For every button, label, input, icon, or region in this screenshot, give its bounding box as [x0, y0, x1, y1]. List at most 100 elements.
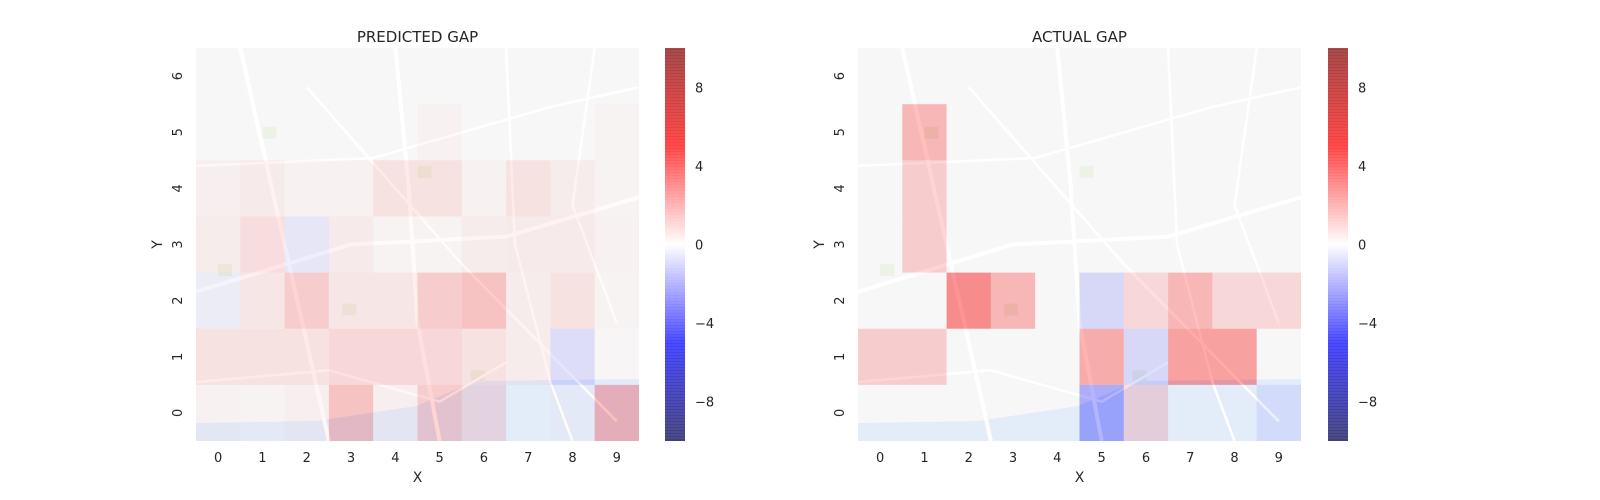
- colorbar: −8 −4 0 4 8: [1328, 47, 1377, 441]
- heatmap-cell-x6-y6: [461, 48, 507, 105]
- chart-panel-2: ACTUAL GAP 0 1 2 3 4 5 6 7 8 9 X 0 1 2 3 4 5 6 Y −8 −4 0 4 8: [812, 28, 1377, 486]
- heatmap-cell-x3-y5: [328, 104, 374, 161]
- y-tick-label: 5: [171, 128, 186, 136]
- heatmap-cell-x6-y6: [1123, 48, 1169, 105]
- heatmap-cell-x8-y5: [550, 104, 595, 161]
- heatmap-cell-x2-y2: [284, 272, 329, 329]
- heatmap-cell-x6-y2: [1123, 272, 1169, 329]
- heatmap-cell-x9-y2: [1256, 272, 1301, 329]
- heatmap-cell-x0-y0: [858, 384, 903, 441]
- y-tick-label: 3: [171, 240, 186, 248]
- heatmap-cell-x5-y2: [1079, 272, 1124, 329]
- heatmap-cell-x5-y0: [417, 384, 462, 441]
- x-tick-label: 7: [524, 451, 532, 466]
- x-tick-label: 0: [214, 451, 222, 466]
- colorbar-tick-label: 4: [695, 160, 703, 175]
- heatmap-cell-x4-y2: [1035, 272, 1080, 329]
- heatmap-cell-x8-y3: [1212, 216, 1257, 273]
- heatmap-cell-x0-y6: [858, 48, 903, 105]
- x-axis-label: X: [413, 470, 423, 486]
- heatmap-cell-x2-y3: [946, 216, 991, 273]
- heatmap-cell-x7-y6: [506, 48, 551, 105]
- heatmap-cell-x3-y3: [990, 216, 1036, 273]
- heatmap-cell-x0-y3: [858, 216, 903, 273]
- heatmap-cell-x4-y1: [1035, 328, 1080, 385]
- heatmap-cell-x8-y2: [1212, 272, 1257, 329]
- heatmap-cell-x8-y4: [1212, 160, 1257, 217]
- heatmap-cell-x6-y1: [461, 328, 507, 385]
- x-tick-label: 5: [435, 451, 443, 466]
- heatmap-cell-x4-y1: [373, 328, 418, 385]
- heatmap-cell-x8-y2: [550, 272, 595, 329]
- x-tick-label: 9: [613, 451, 621, 466]
- colorbar-tick-label: 0: [1358, 239, 1366, 254]
- heatmap-cell-x8-y6: [1212, 48, 1257, 105]
- heatmap-cell-x6-y3: [461, 216, 507, 273]
- heatmap-cell-x7-y0: [1168, 384, 1213, 441]
- y-axis-label: Y: [812, 240, 828, 250]
- x-tick-label: 3: [1009, 451, 1017, 466]
- y-tick-label: 1: [833, 353, 848, 361]
- y-tick-label: 6: [833, 72, 848, 80]
- heatmap-cell-x6-y0: [461, 384, 507, 441]
- heatmap-cell-x5-y3: [417, 216, 462, 273]
- heatmap-cell-x6-y2: [461, 272, 507, 329]
- street-map-background: [196, 48, 639, 441]
- heatmap-cell-x3-y2: [328, 272, 374, 329]
- x-tick-label: 9: [1275, 451, 1283, 466]
- x-tick-label: 6: [480, 451, 488, 466]
- heatmap-cell-x5-y5: [417, 104, 462, 161]
- heatmap-cell-x8-y4: [550, 160, 595, 217]
- heatmap-cell-x2-y4: [284, 160, 329, 217]
- heatmap-cell-x0-y4: [196, 160, 241, 217]
- street-map-background: [858, 48, 1301, 441]
- heatmap-cell-x9-y5: [594, 104, 639, 161]
- heatmap-cell-x1-y5: [902, 104, 947, 161]
- heatmap-cell-x3-y0: [328, 384, 374, 441]
- x-tick-label: 1: [258, 451, 266, 466]
- x-tick-label: 8: [568, 451, 576, 466]
- heatmap-cell-x2-y5: [284, 104, 329, 161]
- heatmap-cell-x8-y6: [550, 48, 595, 105]
- heatmap-cell-x0-y3: [196, 216, 241, 273]
- heatmap-cell-x0-y4: [858, 160, 903, 217]
- y-tick-label: 4: [833, 184, 848, 192]
- heatmap-cell-x7-y4: [506, 160, 551, 217]
- heatmap-cell-x6-y5: [461, 104, 507, 161]
- heatmap-cell-x0-y2: [196, 272, 241, 329]
- heatmap-cell-x5-y3: [1079, 216, 1124, 273]
- heatmap-cell-x1-y5: [240, 104, 285, 161]
- heatmap-cell-x5-y0: [1079, 384, 1124, 441]
- heatmap-cell-x1-y3: [240, 216, 285, 273]
- heatmap-cell-x3-y4: [328, 160, 374, 217]
- heatmap-cell-x0-y6: [196, 48, 241, 105]
- y-tick-label: 4: [171, 184, 186, 192]
- colorbar-gradient: [665, 48, 685, 441]
- y-tick-label: 5: [833, 128, 848, 136]
- heatmap-cell-x4-y3: [373, 216, 418, 273]
- heatmap-cell-x9-y5: [1256, 104, 1301, 161]
- chart-panel-1: PREDICTED GAP 0 1 2 3 4 5 6 7 8 9 X 0 1 2 3 4 5 6 Y −8 −4 0 4 8: [150, 28, 714, 486]
- heatmap-cell-x7-y4: [1168, 160, 1213, 217]
- y-tick-label: 1: [171, 353, 186, 361]
- chart-title: PREDICTED GAP: [357, 28, 478, 46]
- x-tick-label: 1: [920, 451, 928, 466]
- heatmap-cells: [858, 48, 1301, 441]
- heatmap-cell-x9-y3: [594, 216, 639, 273]
- heatmap-cell-x5-y5: [1079, 104, 1124, 161]
- heatmap-cell-x3-y4: [990, 160, 1036, 217]
- heatmap-cell-x6-y4: [1123, 160, 1169, 217]
- x-tick-label: 4: [1053, 451, 1061, 466]
- x-tick-label: 7: [1186, 451, 1194, 466]
- heatmap-cell-x7-y6: [1168, 48, 1213, 105]
- heatmap-cell-x5-y6: [1079, 48, 1124, 105]
- heatmap-cell-x4-y0: [373, 384, 418, 441]
- heatmap-cell-x1-y6: [902, 48, 947, 105]
- heatmap-cell-x4-y6: [373, 48, 418, 105]
- heatmap-cell-x2-y6: [284, 48, 329, 105]
- heatmap-cell-x4-y3: [1035, 216, 1080, 273]
- heatmap-cell-x2-y1: [946, 328, 991, 385]
- heatmap-cell-x2-y3: [284, 216, 329, 273]
- colorbar: −8 −4 0 4 8: [665, 47, 714, 441]
- x-tick-label: 5: [1098, 451, 1106, 466]
